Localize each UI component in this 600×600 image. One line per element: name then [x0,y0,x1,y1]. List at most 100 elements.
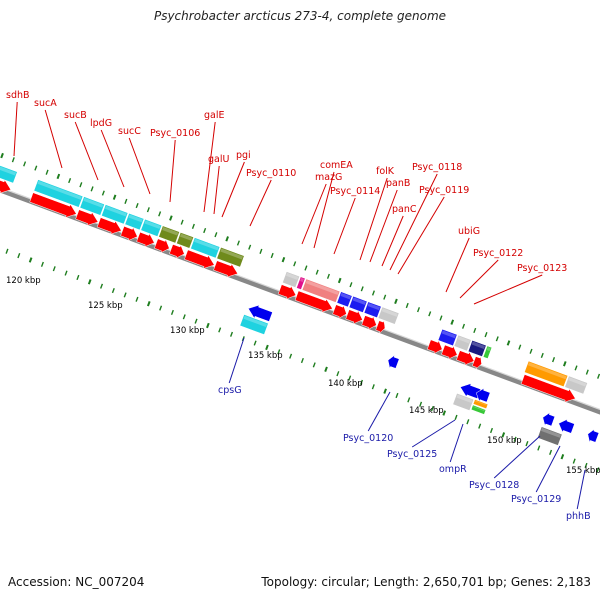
inner-tick-mark [76,274,80,281]
cds-arrow-plus [213,260,239,278]
gene-label-folk: folK [376,166,395,177]
cog-block-plus [296,276,306,291]
outer-tick-mark [495,336,499,342]
inner-tick-mark [146,301,151,307]
cog-block-plus-shine [83,197,104,208]
outer-tick-mark [203,227,207,234]
cds-arrow-plus [96,217,122,235]
outer-tick-mark [405,302,409,309]
outer-tick-mark [473,327,477,334]
outer-tick-mark [304,265,308,271]
inner-tick-mark [28,257,33,263]
inner-tick-mark [584,462,588,469]
outer-tick-mark [248,244,252,250]
cds-arrow-plus [169,244,185,259]
cog-block-plus [523,360,569,388]
outer-tick-mark [101,190,105,196]
leader-line-psyc-0106 [169,139,176,203]
cog-block-plus-shine [162,227,179,236]
leader-line-psyc-0118 [389,173,438,271]
inner-tick-mark [466,419,470,425]
cds-arrow-plus [29,192,77,218]
inner-tick-mark [383,388,387,394]
cds-arrow-plus [456,350,475,366]
inner-tick-mark [111,287,115,294]
cds-arrow-plus [75,209,99,226]
cog-block-plus-shine [486,347,491,352]
leader-line-panc [381,215,404,267]
outer-tick-mark [11,157,15,163]
cog-block-plus [216,246,245,268]
outer-tick-mark [349,282,353,288]
cog-block-plus-shine [441,330,456,339]
cog-block-minus [472,398,489,410]
cds-arrow-plus [294,290,333,313]
gene-label-phhb: phhB [566,511,591,522]
outer-tick-mark [416,307,421,313]
gene-label-comea: comEA [320,160,353,171]
cog-block-plus [158,225,180,244]
gene-label-psyc-0120: Psyc_0120 [343,433,393,444]
inner-tick-mark [194,318,198,324]
inner-tick-mark [489,427,494,434]
cog-block-minus [452,392,475,412]
cog-block-plus-shine [194,238,219,251]
gene-label-succ: sucC [118,126,141,137]
cds-arrow-minus [542,411,556,427]
cds-arrow-minus [247,304,273,322]
outer-tick-mark [124,198,128,204]
cds-arrow-plus [361,315,377,330]
outer-tick-mark [293,261,297,267]
gene-label-sucb: sucB [64,110,87,121]
cog-block-plus-shine [352,297,366,305]
inner-tick-mark [419,401,423,407]
cog-block-plus-shine [305,280,339,295]
leader-line-psyc-0129 [535,445,561,493]
inner-tick-mark [159,305,163,311]
outer-tick-mark [90,186,94,192]
leader-line-psyc-0119 [397,196,445,275]
gene-label-sdhb: sdhB [6,90,30,101]
inner-tick-mark [64,270,68,276]
gene-label-ubig: ubiG [458,226,480,237]
outer-tick-mark [585,369,589,375]
inner-tick-mark [312,362,316,368]
outer-tick-mark [540,352,544,359]
leader-line-psyc-0110 [249,179,272,227]
leader-line-pgi [221,161,245,218]
leader-line-suca [44,109,63,169]
cog-block-plus-shine [286,272,299,280]
cds-arrow-minus [558,418,575,434]
inner-tick-mark [501,432,506,438]
cds-arrow-plus [0,179,12,194]
inner-tick-mark [206,322,210,329]
inner-tick-mark [289,353,293,359]
scale-label-120kbp: 120 kbp [6,276,41,286]
inner-tick-mark [135,296,139,302]
outer-tick-mark [518,344,522,350]
leader-line-lpdg [100,129,125,188]
inner-tick-mark [430,406,434,412]
leader-line-comea [313,171,335,249]
gene-label-psyc-0110: Psyc_0110 [246,168,296,179]
cog-block-minus [239,314,269,336]
cog-block-plus [101,204,129,225]
cog-block-minus [537,426,563,446]
inner-tick-mark [123,292,127,298]
inner-tick-mark [371,384,375,390]
leader-line-panb [369,189,398,263]
cog-block-plus [363,301,382,319]
leader-line-psyc-0123 [473,274,543,305]
inner-tick-mark [407,397,411,403]
gene-label-galu: galU [208,154,229,165]
cog-block-plus-shine [471,341,485,349]
cog-block-plus [453,334,472,352]
outer-tick-mark [450,319,455,325]
inner-tick-mark [525,441,529,447]
inner-tick-mark [454,414,458,420]
inner-tick-mark [513,436,517,442]
cog-block-minus-shine [243,315,268,327]
cds-arrow-minus [459,383,482,399]
cds-arrow-plus [184,249,215,269]
leader-line-psyc-0128 [493,435,541,479]
